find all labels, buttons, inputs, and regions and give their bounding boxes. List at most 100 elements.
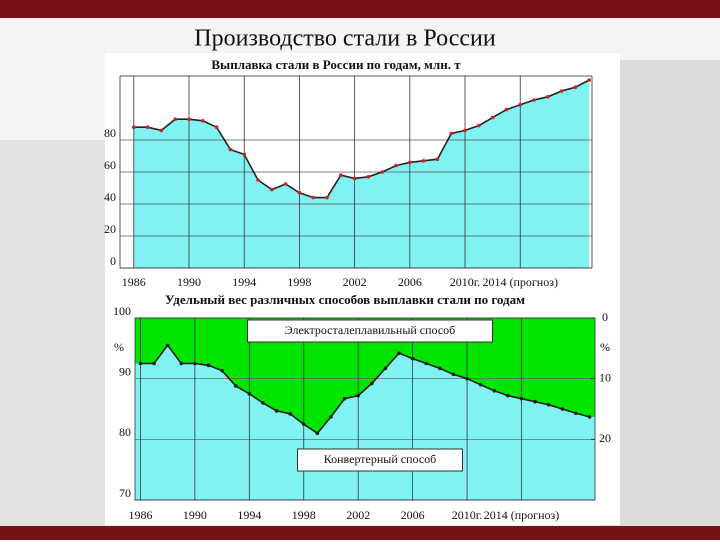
point bbox=[560, 407, 565, 411]
point bbox=[532, 98, 536, 102]
point bbox=[311, 195, 316, 200]
point bbox=[559, 89, 564, 93]
y-tick-label: 80 bbox=[119, 425, 131, 439]
x-tick-label: 1998 bbox=[287, 275, 311, 289]
point bbox=[370, 381, 374, 386]
point bbox=[380, 170, 385, 174]
y-tick-label: 60 bbox=[104, 158, 116, 172]
point bbox=[138, 361, 143, 366]
point bbox=[274, 409, 279, 413]
area-below bbox=[135, 345, 595, 500]
point bbox=[451, 372, 456, 377]
chart-top: Выплавка стали в России по годам, млн. т… bbox=[104, 57, 593, 289]
x-tick-label: 1986 bbox=[128, 508, 152, 522]
point bbox=[256, 178, 260, 182]
y-unit: % bbox=[114, 340, 124, 354]
point bbox=[504, 107, 509, 112]
point bbox=[492, 389, 497, 393]
point bbox=[214, 125, 219, 129]
x-tick-label: 2010г. bbox=[452, 508, 483, 522]
y-tick-label: 0 bbox=[110, 254, 116, 268]
point bbox=[132, 125, 136, 129]
point bbox=[301, 422, 306, 426]
point bbox=[463, 128, 467, 133]
point bbox=[261, 401, 265, 405]
chart-bottom: Удельный вес различных способов выплавки… bbox=[113, 292, 611, 522]
line bbox=[133, 79, 590, 199]
point bbox=[228, 147, 233, 152]
annotation-box bbox=[247, 319, 493, 343]
point bbox=[325, 195, 329, 200]
point bbox=[366, 175, 371, 179]
point bbox=[247, 392, 252, 396]
point bbox=[206, 363, 211, 368]
y2-tick-label: 0 bbox=[602, 310, 608, 324]
x-tick-label: 2014 (прогноз) bbox=[482, 275, 558, 289]
y-tick-label: 40 bbox=[104, 190, 116, 204]
x-tick-label: 2014 (прогноз) bbox=[484, 508, 560, 522]
x-tick-label: 2002 bbox=[343, 275, 367, 289]
annotation: Конвертерный способ bbox=[324, 452, 437, 466]
point bbox=[421, 159, 426, 163]
point bbox=[201, 119, 205, 123]
building-image bbox=[0, 140, 105, 530]
x-tick-label: 2002 bbox=[346, 508, 370, 522]
point bbox=[283, 182, 288, 186]
point bbox=[315, 431, 320, 436]
point bbox=[435, 157, 440, 161]
point bbox=[408, 160, 412, 165]
point bbox=[438, 366, 442, 371]
point bbox=[587, 415, 592, 419]
y-tick-label: 70 bbox=[119, 486, 131, 500]
y-tick-label: 100 bbox=[113, 304, 131, 318]
x-tick-label: 1998 bbox=[292, 508, 316, 522]
plot-frame bbox=[119, 75, 593, 269]
point bbox=[193, 361, 197, 366]
y2-tick-label: 10 bbox=[599, 370, 611, 384]
x-tick-label: 2006 bbox=[398, 275, 422, 289]
point bbox=[342, 396, 347, 401]
point bbox=[394, 163, 398, 168]
chart-title: Удельный вес различных способов выплавки… bbox=[165, 292, 525, 307]
point bbox=[449, 131, 454, 136]
point bbox=[297, 191, 302, 195]
point bbox=[179, 361, 184, 366]
y-tick-label: 90 bbox=[119, 364, 131, 378]
point bbox=[533, 399, 537, 404]
point bbox=[352, 176, 357, 181]
x-tick-label: 1990 bbox=[183, 508, 207, 522]
x-tick-label: 1986 bbox=[122, 275, 146, 289]
point bbox=[383, 366, 388, 371]
point bbox=[339, 173, 343, 177]
point bbox=[187, 117, 191, 121]
top-bar bbox=[0, 0, 720, 18]
point bbox=[519, 396, 524, 401]
x-tick-label: 1994 bbox=[232, 275, 256, 289]
point bbox=[242, 152, 247, 157]
annotation-box bbox=[297, 448, 463, 472]
point bbox=[477, 123, 481, 128]
point bbox=[159, 128, 164, 133]
point bbox=[546, 95, 550, 99]
point bbox=[233, 384, 238, 388]
x-tick-label: 1990 bbox=[177, 275, 201, 289]
point bbox=[152, 361, 156, 366]
point bbox=[329, 415, 333, 419]
y2-unit: % bbox=[600, 340, 610, 354]
point bbox=[145, 125, 150, 129]
point bbox=[270, 187, 274, 192]
plot-frame bbox=[134, 317, 596, 501]
point bbox=[465, 376, 469, 381]
point bbox=[573, 85, 578, 89]
x-tick-label: 2010г. bbox=[450, 275, 481, 289]
y-tick-label: 20 bbox=[104, 222, 116, 236]
point bbox=[173, 117, 178, 121]
annotation: Электросталеплавильный способ bbox=[285, 323, 456, 337]
line bbox=[140, 343, 590, 435]
point bbox=[587, 78, 592, 82]
point bbox=[288, 412, 292, 416]
y-tick-label: 80 bbox=[104, 126, 116, 140]
point bbox=[490, 115, 495, 120]
y2-tick-label: 20 bbox=[599, 431, 611, 445]
